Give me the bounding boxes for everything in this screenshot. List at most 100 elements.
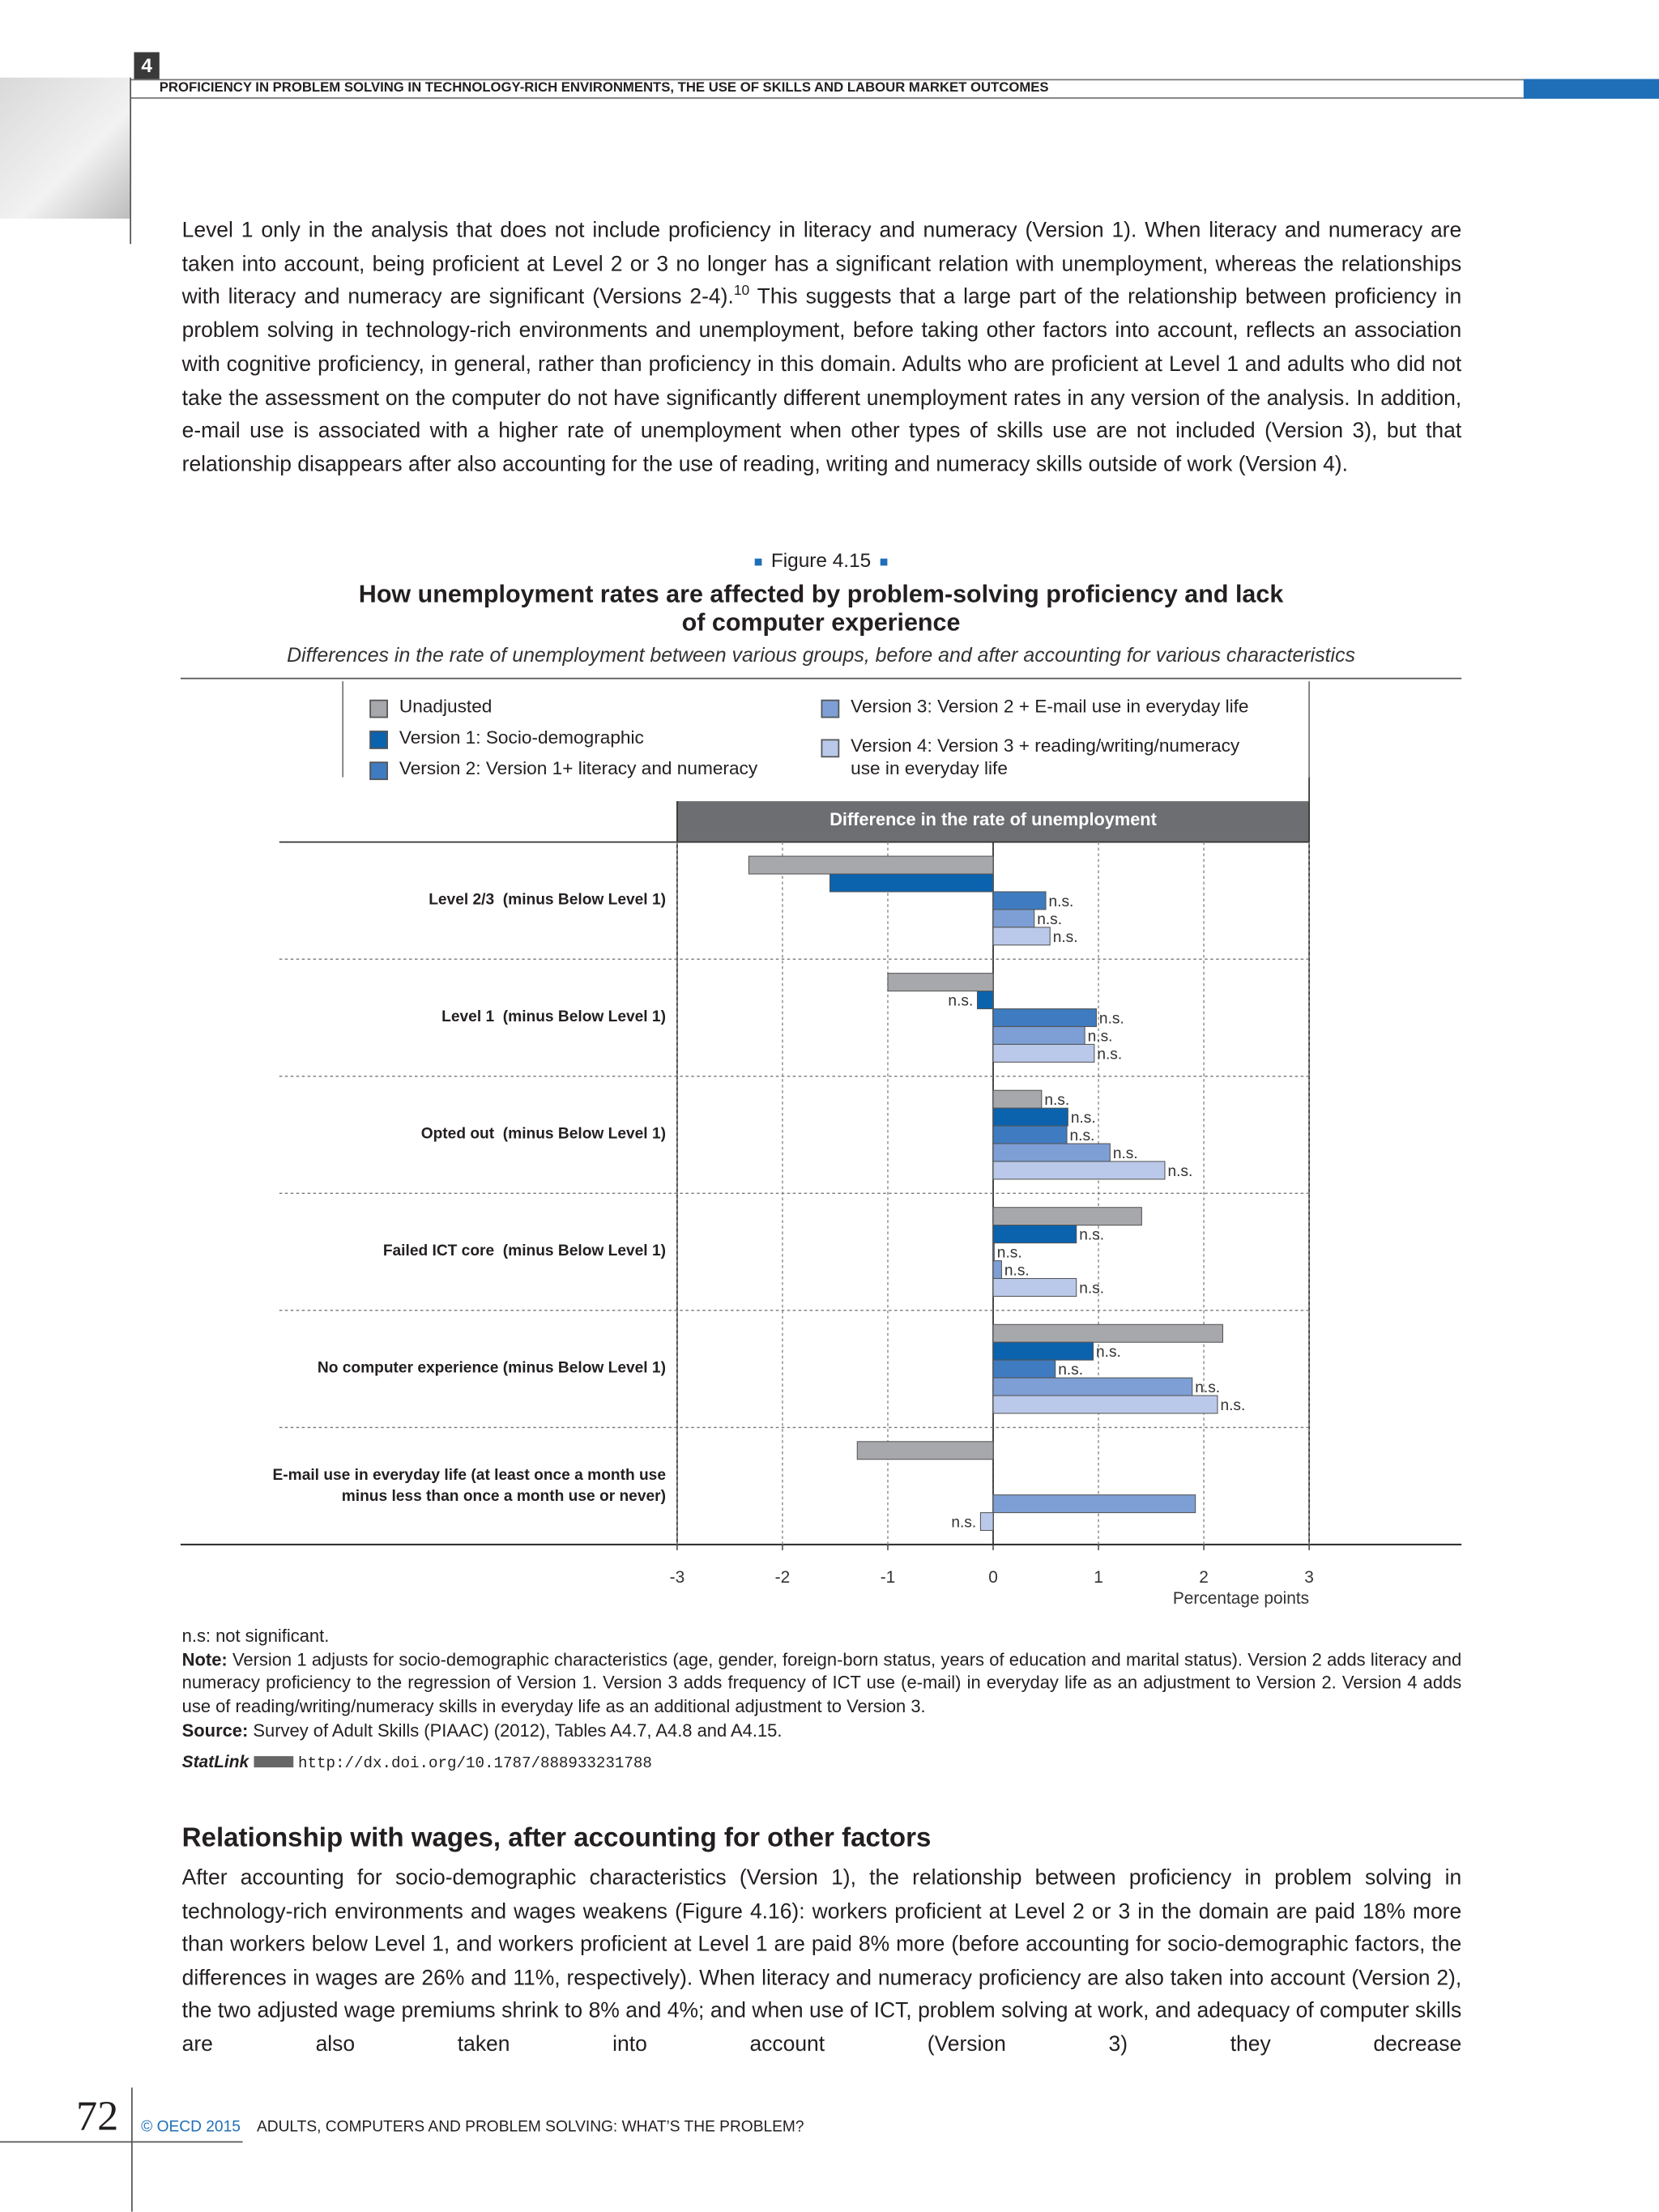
- footer-line: [130, 2087, 133, 2212]
- category-label: Opted out (minus Below Level 1): [420, 1125, 666, 1143]
- x-tick-label: 0: [988, 1568, 998, 1587]
- data-label: n.s.: [1058, 1362, 1083, 1379]
- source-label: Source:: [181, 1720, 249, 1741]
- text: This suggests that a large part of the r…: [181, 285, 1462, 477]
- bar: [887, 973, 994, 992]
- figure-title: How unemployment rates are affected by p…: [358, 579, 1284, 637]
- chapter-number: 4: [134, 52, 160, 79]
- bar: [992, 927, 1051, 946]
- x-tick-label: 3: [1304, 1568, 1314, 1587]
- book-title: ADULTS, COMPUTERS AND PROBLEM SOLVING: W…: [256, 2118, 804, 2136]
- legend-label: Unadjusted: [399, 695, 493, 717]
- bar: [992, 1143, 1111, 1162]
- data-label: n.s.: [948, 993, 973, 1010]
- figure-label-row: Figure 4.15: [0, 548, 1642, 573]
- footnote-ref: 10: [733, 283, 750, 300]
- source-text: Survey of Adult Skills (PIAAC) (2012), T…: [253, 1720, 783, 1741]
- category-label: Failed ICT core (minus Below Level 1): [382, 1242, 666, 1260]
- figure-subtitle: Differences in the rate of unemployment …: [287, 644, 1356, 667]
- bar: [979, 1512, 994, 1532]
- legend-swatch: [369, 761, 388, 781]
- bar: [992, 1341, 1094, 1361]
- data-label: n.s.: [1167, 1163, 1192, 1180]
- data-label: n.s.: [1096, 1344, 1121, 1361]
- bar: [992, 1260, 1002, 1280]
- category-label: No computer experience (minus Below Leve…: [317, 1359, 666, 1377]
- bar: [976, 991, 994, 1010]
- data-label: n.s.: [997, 1245, 1022, 1262]
- bar: [992, 1359, 1056, 1379]
- bar: [856, 1441, 994, 1460]
- notes: n.s: not significant. Note: Version 1 ad…: [182, 1625, 1462, 1776]
- data-label: n.s.: [951, 1515, 976, 1532]
- section-paragraph: After accounting for socio-demographic c…: [181, 1866, 1462, 2056]
- bullet: [881, 558, 889, 565]
- data-label: n.s.: [1049, 893, 1074, 910]
- bullet: [753, 558, 761, 565]
- header-rule: [130, 97, 1524, 99]
- bar: [992, 1043, 1095, 1063]
- margin-line: [130, 77, 131, 245]
- bar: [992, 891, 1047, 910]
- text: Level 1 only in the analysis that does n…: [181, 218, 1462, 310]
- note: Note: Version 1 adjusts for socio-demogr…: [182, 1648, 1462, 1719]
- x-axis-label: Percentage points: [1173, 1589, 1309, 1608]
- statlink-icon: [254, 1756, 293, 1768]
- source: Source: Survey of Adult Skills (PIAAC) (…: [182, 1720, 1462, 1743]
- page-number: 72: [76, 2093, 119, 2140]
- ns-note: n.s: not significant.: [181, 1626, 330, 1647]
- data-label: n.s.: [1044, 1092, 1069, 1109]
- x-tick-label: 2: [1199, 1568, 1209, 1587]
- data-label: n.s.: [1079, 1280, 1104, 1297]
- legend-label: Version 1: Socio-demographic: [399, 726, 644, 748]
- header-image: [0, 77, 130, 219]
- legend-swatch: [369, 699, 388, 718]
- bar: [992, 1089, 1043, 1109]
- bar: [992, 1323, 1224, 1343]
- category-label: Level 2/3 (minus Below Level 1): [429, 891, 666, 909]
- x-tick-label: -1: [881, 1568, 896, 1587]
- legend-swatch: [369, 731, 388, 749]
- section-heading: Relationship with wages, after accountin…: [181, 1823, 932, 1854]
- intro-paragraph: Level 1 only in the analysis that does n…: [182, 215, 1462, 482]
- bar: [992, 909, 1035, 928]
- footer-rule: [0, 2141, 243, 2143]
- statlink-url[interactable]: http://dx.doi.org/10.1787/888933231788: [298, 1755, 652, 1773]
- bar: [992, 1161, 1166, 1180]
- axis-header-band: [676, 801, 1310, 842]
- data-label: n.s.: [1099, 1010, 1124, 1027]
- bar: [992, 1207, 1142, 1226]
- note-label: Note:: [181, 1650, 228, 1670]
- bar: [748, 855, 994, 875]
- bar: [992, 1395, 1218, 1414]
- data-label: n.s.: [1053, 929, 1078, 946]
- bar: [992, 1277, 1077, 1297]
- category-label: E-mail use in everyday life (at least on…: [272, 1466, 671, 1505]
- data-label: n.s.: [1113, 1145, 1138, 1162]
- legend-swatch: [821, 739, 840, 758]
- data-label: n.s.: [1097, 1046, 1122, 1063]
- data-label: n.s.: [1220, 1397, 1245, 1414]
- bar: [992, 1225, 1077, 1244]
- running-title: PROFICIENCY IN PROBLEM SOLVING IN TECHNO…: [159, 80, 1049, 96]
- data-label: n.s.: [1195, 1379, 1220, 1396]
- x-tick-label: -2: [775, 1568, 791, 1587]
- statlink-label: StatLink: [181, 1751, 249, 1771]
- header-bar: [1523, 79, 1659, 99]
- axis-header: Difference in the rate of unemployment: [830, 809, 1157, 829]
- copyright: © OECD 2015: [141, 2118, 241, 2136]
- bar: [992, 1377, 1193, 1396]
- figure-label: Figure 4.15: [770, 548, 872, 572]
- header-rule: [130, 79, 1659, 81]
- legend-label: Version 2: Version 1+ literacy and numer…: [399, 757, 758, 779]
- note-text: Version 1 adjusts for socio-demographic …: [181, 1650, 1462, 1717]
- bar: [829, 873, 994, 893]
- bar: [992, 1125, 1068, 1144]
- statlink: StatLink http://dx.doi.org/10.1787/88893…: [182, 1750, 1462, 1776]
- data-label: n.s.: [1079, 1227, 1104, 1244]
- category-label: Level 1 (minus Below Level 1): [441, 1008, 666, 1026]
- data-label: n.s.: [1004, 1262, 1030, 1279]
